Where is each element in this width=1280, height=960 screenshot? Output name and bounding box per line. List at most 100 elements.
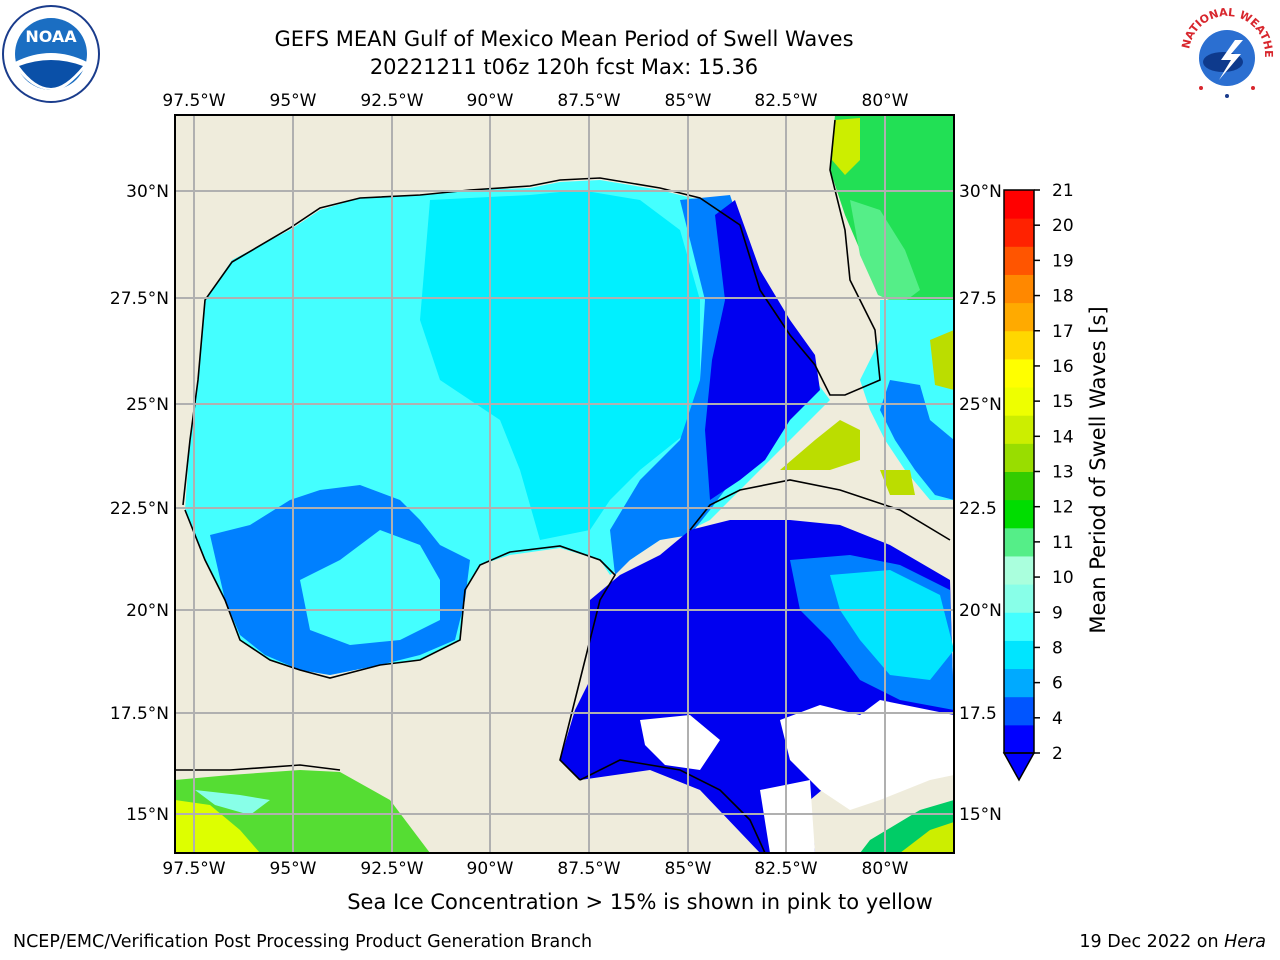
lat-label-right: 17.5 xyxy=(959,704,997,724)
colorbar-tick-label: 21 xyxy=(1052,181,1074,201)
lat-label-right: 15°N xyxy=(959,805,1002,825)
colorbar-segment xyxy=(1004,555,1034,585)
colorbar-segment xyxy=(1004,668,1034,698)
right-latitude-labels: 30°N 27.5 25°N 22.5 20°N 17.5 15°N xyxy=(959,182,1002,825)
lon-label-bottom: 80°W xyxy=(862,859,909,879)
colorbar-tick-label: 6 xyxy=(1052,674,1063,694)
colorbar-tick-label: 11 xyxy=(1052,533,1074,553)
lat-label-right: 25°N xyxy=(959,395,1002,415)
colorbar-extend-arrow xyxy=(1002,752,1036,782)
colorbar-tick-label: 19 xyxy=(1052,251,1074,271)
colorbar-segment xyxy=(1004,584,1034,613)
lon-label-top: 95°W xyxy=(270,91,317,111)
colorbar-segment xyxy=(1004,330,1034,360)
colorbar-tick-label: 2 xyxy=(1052,744,1063,764)
svg-text:NOAA: NOAA xyxy=(25,27,77,46)
colorbar-label: Mean Period of Swell Waves [s] xyxy=(1086,306,1110,634)
lon-label-bottom: 82.5°W xyxy=(754,859,817,879)
lat-label-left: 15°N xyxy=(126,805,169,825)
colorbar-tick-label: 8 xyxy=(1052,638,1063,658)
coastline xyxy=(175,119,951,853)
no-data-area xyxy=(640,700,954,853)
bahamas-swell-4s xyxy=(880,380,954,500)
colorbar-segment xyxy=(1004,218,1034,247)
lon-label-top: 85°W xyxy=(665,91,712,111)
gulf-swell-2s-east xyxy=(705,200,820,500)
footer-producer: NCEP/EMC/Verification Post Processing Pr… xyxy=(13,932,593,952)
colorbar-segment xyxy=(1004,274,1034,304)
bahamas-swell-12s xyxy=(780,330,954,495)
national-weather-service-logo: NATIONAL WEATHER SERVICE xyxy=(1177,4,1275,102)
swell-period-field xyxy=(175,115,954,853)
lat-label-right: 27.5 xyxy=(959,289,997,309)
noaa-logo: NOAA xyxy=(2,5,100,103)
colorbar-segment xyxy=(1004,358,1034,388)
colorbar-segment xyxy=(1004,527,1034,557)
colorbar-tick-label: 20 xyxy=(1052,216,1074,236)
graticule xyxy=(175,115,954,853)
footer-host: Hera xyxy=(1224,932,1266,952)
colorbar-segment xyxy=(1004,415,1034,444)
colorbar-segment xyxy=(1004,724,1034,754)
lon-label-bottom: 97.5°W xyxy=(162,859,225,879)
colorbar-segment xyxy=(1004,190,1034,219)
colorbar-tick-label: 13 xyxy=(1052,463,1074,483)
colorbar-tick-label: 17 xyxy=(1052,322,1074,342)
lon-label-top: 82.5°W xyxy=(754,91,817,111)
lon-label-bottom: 95°W xyxy=(270,859,317,879)
colorbar-segment xyxy=(1004,612,1034,641)
lat-label-left: 25°N xyxy=(126,395,169,415)
colorbar-segment xyxy=(1004,471,1034,501)
colorbar-segment xyxy=(1004,499,1034,529)
lon-label-top: 92.5°W xyxy=(360,91,423,111)
atlantic-swell-10s xyxy=(830,115,954,310)
colorbar-segment xyxy=(1004,443,1034,472)
bottom-longitude-labels: 97.5°W 95°W 92.5°W 90°W 87.5°W 85°W 82.5… xyxy=(162,859,908,879)
map-frame xyxy=(174,114,955,854)
colorbar-tick-label: 10 xyxy=(1052,568,1074,588)
colorbar-tick-label: 15 xyxy=(1052,392,1074,412)
lat-label-left: 27.5°N xyxy=(110,289,169,309)
colorbar-segment xyxy=(1004,387,1034,416)
colorbar-segment xyxy=(1004,246,1034,275)
colorbar-tick-label: 12 xyxy=(1052,498,1074,518)
chart-title: GEFS MEAN Gulf of Mexico Mean Period of … xyxy=(274,27,854,51)
sea-ice-note: Sea Ice Concentration > 15% is shown in … xyxy=(0,890,1280,914)
lat-label-left: 30°N xyxy=(126,182,169,202)
atlantic-swell-12s xyxy=(832,118,860,175)
lat-label-right: 30°N xyxy=(959,182,1002,202)
footer-date-text: 19 Dec 2022 on xyxy=(1079,932,1225,952)
lon-label-bottom: 85°W xyxy=(665,859,712,879)
lon-label-bottom: 87.5°W xyxy=(557,859,620,879)
caribbean-swell-6s xyxy=(830,570,954,680)
lon-label-top: 87.5°W xyxy=(557,91,620,111)
pacific-swell-8s xyxy=(195,790,270,815)
chart-subtitle-forecast: 20221211 t06z 120h fcst Max: 15.36 xyxy=(369,55,759,79)
caribbean-swell-10-12s-patch xyxy=(900,822,954,853)
lat-label-left: 17.5°N xyxy=(110,704,169,724)
colorbar-tick-label: 14 xyxy=(1052,427,1074,447)
colorbar-ticks: 2 4 6 8 9 10 11 12 13 14 15 16 17 18 19 20 21 xyxy=(1034,181,1074,764)
lon-label-top: 80°W xyxy=(862,91,909,111)
lon-label-bottom: 92.5°W xyxy=(360,859,423,879)
colorbar-tick-label: 16 xyxy=(1052,357,1074,377)
lon-label-bottom: 90°W xyxy=(467,859,514,879)
lat-label-left: 22.5°N xyxy=(110,499,169,519)
sea-ice-note-text: Sea Ice Concentration > 15% is shown in … xyxy=(347,890,933,914)
lat-label-left: 20°N xyxy=(126,601,169,621)
left-latitude-labels: 30°N 27.5°N 25°N 22.5°N 20°N 17.5°N 15°N xyxy=(110,182,169,825)
lat-label-right: 22.5 xyxy=(959,499,997,519)
colorbar-segment xyxy=(1004,302,1034,332)
lon-label-top: 90°W xyxy=(467,91,514,111)
colorbar-tick-label: 4 xyxy=(1052,709,1063,729)
lon-label-top: 97.5°W xyxy=(162,91,225,111)
colorbar-segment xyxy=(1004,696,1034,726)
footer-date: 19 Dec 2022 on Hera xyxy=(1079,932,1266,952)
top-longitude-labels: 97.5°W 95°W 92.5°W 90°W 87.5°W 85°W 82.5… xyxy=(162,91,908,111)
colorbar-tick-label: 18 xyxy=(1052,287,1074,307)
colorbar-tick-label: 9 xyxy=(1052,603,1063,623)
colorbar xyxy=(1002,189,1036,782)
colorbar-segment xyxy=(1004,640,1034,670)
lat-label-right: 20°N xyxy=(959,601,1002,621)
